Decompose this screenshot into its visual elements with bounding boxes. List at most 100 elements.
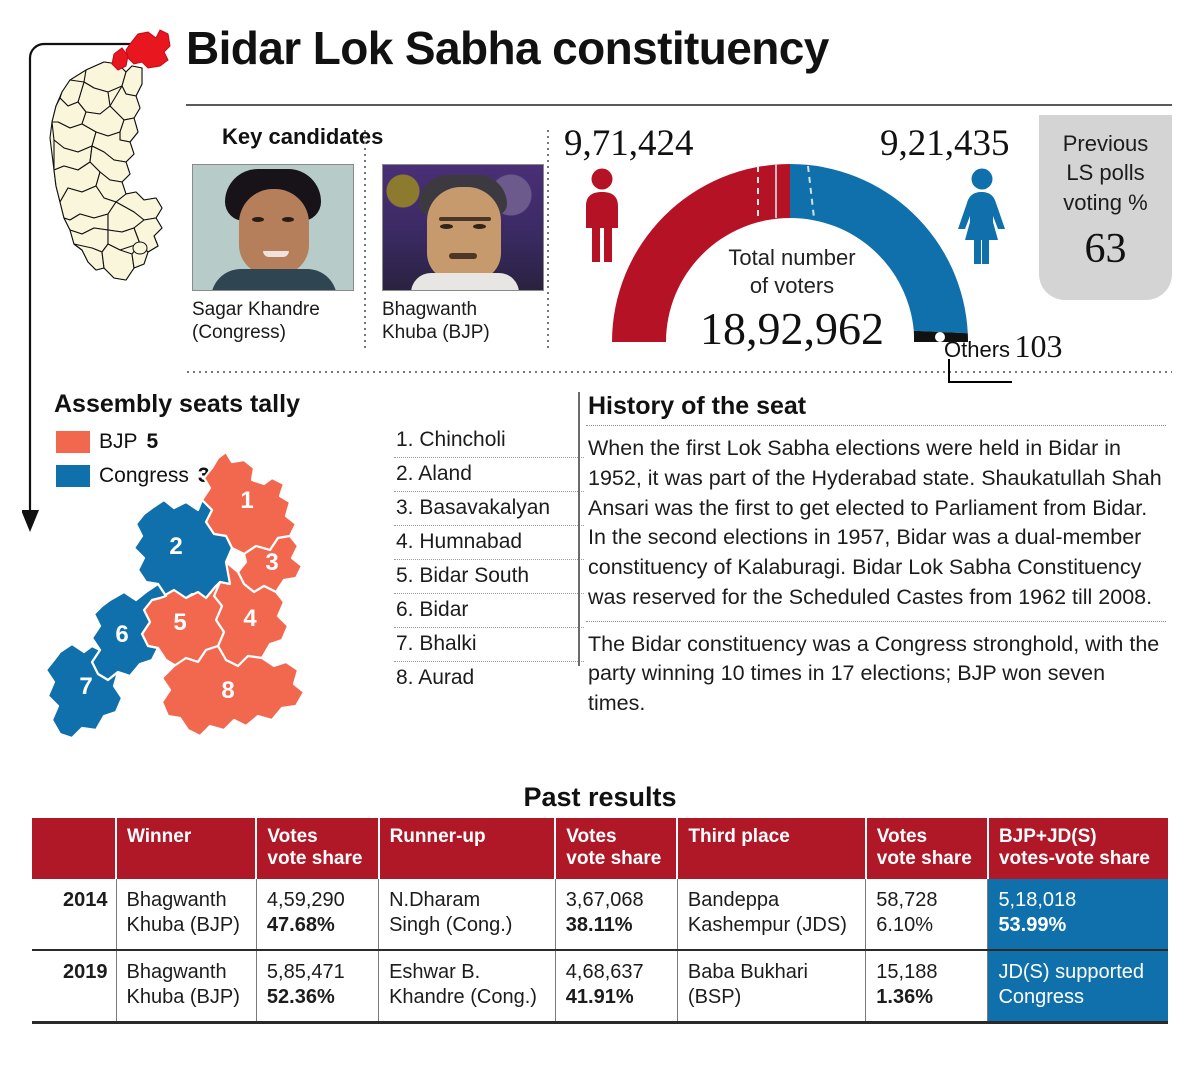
right-eye-shape: [282, 217, 294, 222]
seat-list-item-6: 6. Bidar: [394, 594, 584, 628]
candidate-1-name-line1: Sagar Khandre: [192, 299, 320, 320]
row-1-runner-share: 41.91%: [565, 986, 634, 1009]
header-runner-up-l1: Runner-up: [389, 826, 486, 847]
row-0-winner-l1: Bhagwanth: [126, 889, 227, 912]
row-1-third-votes: 15,188 1.36%: [865, 950, 989, 1025]
male-icon: [586, 168, 618, 262]
legend-congress-label: Congress: [99, 464, 189, 487]
row-0-runner-up: N.Dharam Singh (Cong.): [378, 879, 556, 952]
history-paragraph-2: The Bidar constituency was a Congress st…: [588, 631, 1160, 716]
left-eye-shape: [252, 217, 264, 222]
voters-label-line2: of voters: [749, 273, 835, 299]
moustache-shape: [449, 253, 477, 259]
row-0-year: 2014: [32, 879, 117, 952]
mouth-shape: [263, 251, 289, 257]
row-1-winner: Bhagwanth Khuba (BJP): [116, 950, 257, 1025]
voters-label: Total number of voters: [672, 244, 912, 300]
row-1-runner-votes: 4,68,637 41.91%: [555, 950, 678, 1025]
header-year: [32, 818, 117, 880]
row-0-third-votes: 58,728 6.10%: [865, 879, 989, 952]
row-1-runner-l1: Eshwar B.: [389, 961, 481, 984]
seat-shape-7: [44, 642, 124, 740]
karnataka-state-map: [49, 29, 171, 281]
prev-ls-value: 63: [1084, 225, 1127, 272]
right-eye-shape: [473, 224, 486, 229]
candidate-card-1: Sagar Khandre (Congress): [192, 164, 354, 344]
table-row: 2014 Bhagwanth Khuba (BJP) 4,59,290 47.6…: [32, 879, 1168, 952]
header-runner-votes: Votes vote share: [555, 818, 679, 880]
row-1-third-share: 1.36%: [876, 986, 933, 1009]
seat-number-4: 4: [243, 605, 257, 632]
table-header-row: Winner Votes vote share Runner-up Votes …: [32, 818, 1168, 880]
female-icon: [958, 168, 1005, 264]
seat-list-item-5: 5. Bidar South: [394, 560, 584, 594]
bjp-color-swatch: [56, 431, 90, 453]
row-0-runner-votes-value: 3,67,068: [565, 889, 644, 912]
seat-number-5: 5: [173, 609, 186, 636]
seat-list-item-8: 8. Aurad: [396, 666, 475, 689]
header-alliance-l1: BJP+JD(S): [998, 826, 1097, 847]
header-winner: Winner: [116, 818, 258, 880]
header-alliance: BJP+JD(S) votes-vote share: [987, 818, 1168, 880]
header-third-votes-l1: Votes: [876, 826, 928, 847]
row-1-runner-l2: Khandre (Cong.): [389, 986, 537, 1009]
candidate-1-name: Sagar Khandre (Congress): [192, 298, 352, 344]
header-winner-l1: Winner: [127, 826, 192, 847]
candidate-card-2: Bhagwanth Khuba (BJP): [382, 164, 544, 344]
row-1-runner-votes-value: 4,68,637: [565, 961, 644, 984]
header-third-place: Third place: [677, 818, 867, 880]
history-section: History of the seat When the first Lok S…: [586, 392, 1166, 727]
candidate-1-name-line2: (Congress): [192, 322, 286, 344]
seat-list-item-7: 7. Bhalki: [394, 628, 584, 662]
row-1-runner-up: Eshwar B. Khandre (Cong.): [378, 950, 556, 1025]
seat-number-6: 6: [115, 621, 128, 648]
seat-list-item-3: 3. Basavakalyan: [394, 492, 584, 526]
constituency-seat-map: 1 2 3 4 5 6 7 8: [44, 450, 306, 740]
row-0-winner-l2: Khuba (BJP): [126, 914, 240, 937]
table-row: 2019 Bhagwanth Khuba (BJP) 5,85,471 52.3…: [32, 950, 1168, 1025]
title-rule: [186, 104, 1172, 106]
others-value: 103: [1014, 328, 1063, 364]
others-leader-line: [948, 359, 1012, 383]
row-0-runner-share: 38.11%: [565, 914, 633, 937]
assembly-seats-heading: Assembly seats tally: [54, 390, 300, 418]
legend-congress-seats: 3: [197, 464, 210, 487]
seat-number-7: 7: [79, 673, 92, 700]
row-0-winner-votes: 4,59,290 47.68%: [256, 879, 380, 952]
row-0-third-l2: Kashempur (JDS): [687, 914, 847, 937]
row-1-winner-share: 52.36%: [266, 986, 335, 1009]
row-1-alliance: JD(S) supported Congress: [987, 950, 1168, 1025]
candidate-2-name: Bhagwanth Khuba (BJP): [382, 298, 542, 344]
collar-shape: [411, 273, 519, 290]
row-1-third-place: Baba Bukhari (BSP): [677, 950, 867, 1025]
past-results-table: Winner Votes vote share Runner-up Votes …: [32, 818, 1168, 1025]
voters-chart: 9,71,424 9,21,435 Total number: [556, 116, 1062, 383]
candidate-2-name-line1: Bhagwanth: [382, 299, 478, 320]
header-runner-up: Runner-up: [378, 818, 557, 880]
legend-bjp-seats: 5: [146, 430, 159, 453]
page-title: Bidar Lok Sabha constituency: [186, 22, 829, 74]
male-voters-count: 9,71,424: [564, 123, 694, 164]
others-annotation: Others 103: [944, 328, 1184, 365]
female-voters-count: 9,21,435: [880, 123, 1010, 164]
row-1-third-l1: Baba Bukhari: [687, 961, 808, 984]
seat-number-8: 8: [221, 677, 234, 704]
left-eye-shape: [440, 224, 453, 229]
row-1-winner-l1: Bhagwanth: [126, 961, 227, 984]
seat-shape-6: [90, 582, 168, 682]
key-candidates-heading: Key candidates: [222, 124, 384, 149]
seat-list-item-4: 4. Humnabad: [394, 526, 584, 560]
row-0-third-place: Bandeppa Kashempur (JDS): [677, 879, 867, 952]
row-0-winner-votes-value: 4,59,290: [266, 889, 345, 912]
seat-number-1: 1: [240, 487, 253, 514]
history-dotted-rule-top: [586, 425, 1166, 426]
row-1-year: 2019: [32, 950, 117, 1025]
seat-shape-8: [160, 644, 306, 738]
row-0-third-l1: Bandeppa: [687, 889, 780, 912]
row-1-winner-l2: Khuba (BJP): [126, 986, 240, 1009]
total-voters-value: 18,92,962: [700, 303, 884, 355]
row-1-alliance-l1: JD(S) supported: [998, 961, 1145, 984]
header-winner-votes-l1: Votes: [267, 826, 318, 847]
row-1-third-l2: (BSP): [687, 986, 742, 1009]
